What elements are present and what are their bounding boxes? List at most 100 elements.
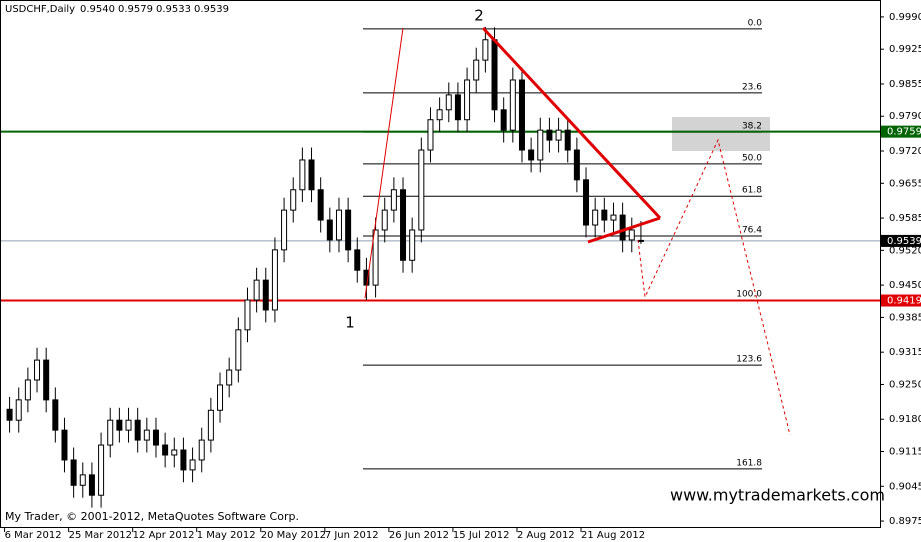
candle-body xyxy=(271,249,278,311)
candle-body xyxy=(162,444,169,456)
candle-body xyxy=(418,149,425,231)
y-tick-label: 0.9250 xyxy=(889,379,921,390)
price-label: 0.9539 xyxy=(887,236,921,247)
candle-body xyxy=(262,279,269,311)
candle-body xyxy=(464,79,471,121)
fib-label: 161.8 xyxy=(736,458,762,468)
candle-body xyxy=(372,229,379,286)
y-tick-label: 0.9180 xyxy=(889,414,921,425)
candle-body xyxy=(317,189,324,221)
candle-body xyxy=(436,109,443,121)
header-value: 0.9579 xyxy=(118,4,153,15)
fib-label: 0.0 xyxy=(748,18,763,28)
header-value: 0.9533 xyxy=(156,4,191,15)
header-value: 0.9540 xyxy=(80,4,115,15)
candle-body xyxy=(88,474,95,496)
candle-body xyxy=(308,159,315,191)
candle-body xyxy=(34,359,41,381)
y-tick-label: 0.9450 xyxy=(889,280,921,291)
candle-body xyxy=(564,129,571,151)
x-tick-label: 6 Mar 2012 xyxy=(5,530,62,541)
candle-body xyxy=(61,429,68,461)
x-tick-label: 26 Jun 2012 xyxy=(389,530,449,541)
fib-label: 38.2 xyxy=(742,122,762,132)
x-tick-label: 7 Jun 2012 xyxy=(325,530,379,541)
candle-body xyxy=(518,79,525,151)
fib-label: 123.6 xyxy=(736,355,762,365)
candle-body xyxy=(198,439,205,461)
price-box xyxy=(881,294,921,307)
candle-body xyxy=(473,59,480,81)
y-tick-label: 0.9855 xyxy=(889,79,921,90)
candle-body xyxy=(509,79,516,131)
candle-body xyxy=(528,149,535,161)
candle-body xyxy=(619,214,626,241)
target-zone xyxy=(672,117,770,151)
candle-body xyxy=(98,444,105,496)
y-tick-label: 0.9115 xyxy=(889,447,921,458)
price-label: 0.9759 xyxy=(887,127,921,138)
wave-label: 2 xyxy=(474,7,484,25)
candle-body xyxy=(381,209,388,231)
fib-label: 100.0 xyxy=(736,290,762,300)
y-tick-label: 0.9720 xyxy=(889,146,921,157)
footer: My Trader, © 2001-2012, MetaQuotes Softw… xyxy=(5,510,299,523)
plot-border xyxy=(0,0,881,528)
candle-body xyxy=(537,129,544,161)
candle-body xyxy=(244,299,251,331)
candle-body xyxy=(52,399,59,431)
candle-body xyxy=(134,419,141,441)
candle-body xyxy=(207,409,214,441)
candle-body xyxy=(152,429,159,446)
y-tick-label: 0.8975 xyxy=(889,516,921,527)
y-tick-label: 0.9315 xyxy=(889,347,921,358)
x-tick-label: 25 Mar 2012 xyxy=(69,530,132,541)
candle-body xyxy=(290,189,297,211)
candle-body xyxy=(546,129,553,141)
candle-body xyxy=(400,189,407,261)
candle-body xyxy=(628,229,635,241)
fib-label: 23.6 xyxy=(742,82,762,92)
candle-body xyxy=(390,189,397,211)
x-tick-label: 12 Apr 2012 xyxy=(133,530,195,541)
candle-body xyxy=(226,369,233,386)
candle-body xyxy=(345,209,352,251)
candle-body xyxy=(6,408,13,421)
fib-label: 61.8 xyxy=(742,186,762,196)
plot-area: 0.0 23.6 38.2 50.0 61.8 76.4 100.0 123.6 161.8 xyxy=(0,18,880,508)
watermark: www.mytrademarkets.com xyxy=(670,486,885,505)
candle-body xyxy=(235,329,242,371)
x-tick-label: 15 Jul 2012 xyxy=(453,530,510,541)
candle-body xyxy=(482,39,489,61)
candle-body xyxy=(610,214,617,221)
candle-body xyxy=(43,359,50,401)
fib-label: 76.4 xyxy=(742,225,762,235)
candle-body xyxy=(180,449,187,471)
y-tick-label: 0.9585 xyxy=(889,213,921,224)
candle-body xyxy=(573,149,580,181)
y-tick-label: 0.9385 xyxy=(889,312,921,323)
trend-line xyxy=(587,216,661,244)
impulse-line xyxy=(364,27,404,299)
x-tick-label: 1 May 2012 xyxy=(197,530,256,541)
candle-body xyxy=(125,419,132,431)
candle-body xyxy=(601,209,608,221)
candle-body xyxy=(79,474,86,486)
price-label: 0.9419 xyxy=(887,296,921,307)
price-box xyxy=(881,125,921,138)
candle-body xyxy=(491,39,498,111)
y-tick-label: 0.9925 xyxy=(889,44,921,55)
candle-body xyxy=(583,179,590,226)
y-tick-label: 0.9790 xyxy=(889,111,921,122)
candle-body xyxy=(107,419,114,446)
y-tick-label: 0.9045 xyxy=(889,481,921,492)
candle-body xyxy=(24,379,31,401)
candle-body xyxy=(500,109,507,131)
x-tick-label: 20 May 2012 xyxy=(261,530,326,541)
fib-label: 50.0 xyxy=(742,153,762,163)
candle-body xyxy=(354,249,361,271)
candle-body xyxy=(217,384,224,411)
candle-body xyxy=(15,399,22,421)
